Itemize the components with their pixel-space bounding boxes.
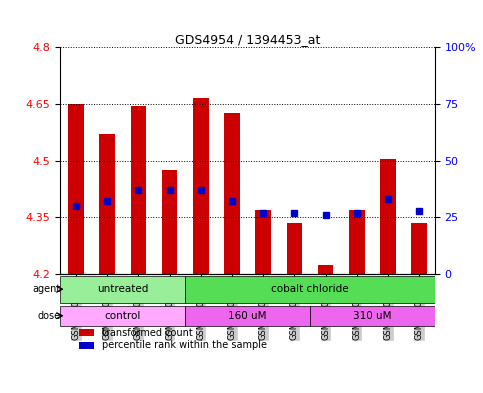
FancyBboxPatch shape bbox=[185, 275, 435, 303]
Bar bbox=[318, 264, 333, 274]
FancyBboxPatch shape bbox=[60, 275, 185, 303]
Bar bbox=[162, 170, 177, 274]
Text: cobalt chloride: cobalt chloride bbox=[271, 284, 349, 294]
Text: 310 uM: 310 uM bbox=[353, 311, 392, 321]
Text: transformed count: transformed count bbox=[101, 328, 192, 338]
Text: 160 uM: 160 uM bbox=[228, 311, 267, 321]
Bar bbox=[380, 159, 396, 274]
Bar bbox=[193, 98, 209, 274]
Bar bbox=[224, 113, 240, 274]
Bar bbox=[412, 223, 427, 274]
Text: untreated: untreated bbox=[97, 284, 148, 294]
Title: GDS4954 / 1394453_at: GDS4954 / 1394453_at bbox=[175, 33, 320, 46]
Bar bbox=[99, 134, 115, 274]
Bar bbox=[130, 106, 146, 274]
Text: dose: dose bbox=[37, 311, 60, 321]
Bar bbox=[256, 210, 271, 274]
Text: percentile rank within the sample: percentile rank within the sample bbox=[101, 340, 267, 350]
Bar bbox=[79, 342, 94, 349]
Bar bbox=[79, 329, 94, 336]
Text: agent: agent bbox=[32, 284, 60, 294]
Text: control: control bbox=[105, 311, 141, 321]
FancyBboxPatch shape bbox=[310, 305, 435, 326]
Bar bbox=[286, 223, 302, 274]
Bar bbox=[349, 210, 365, 274]
FancyBboxPatch shape bbox=[60, 305, 185, 326]
FancyBboxPatch shape bbox=[185, 305, 310, 326]
Bar bbox=[68, 104, 84, 274]
